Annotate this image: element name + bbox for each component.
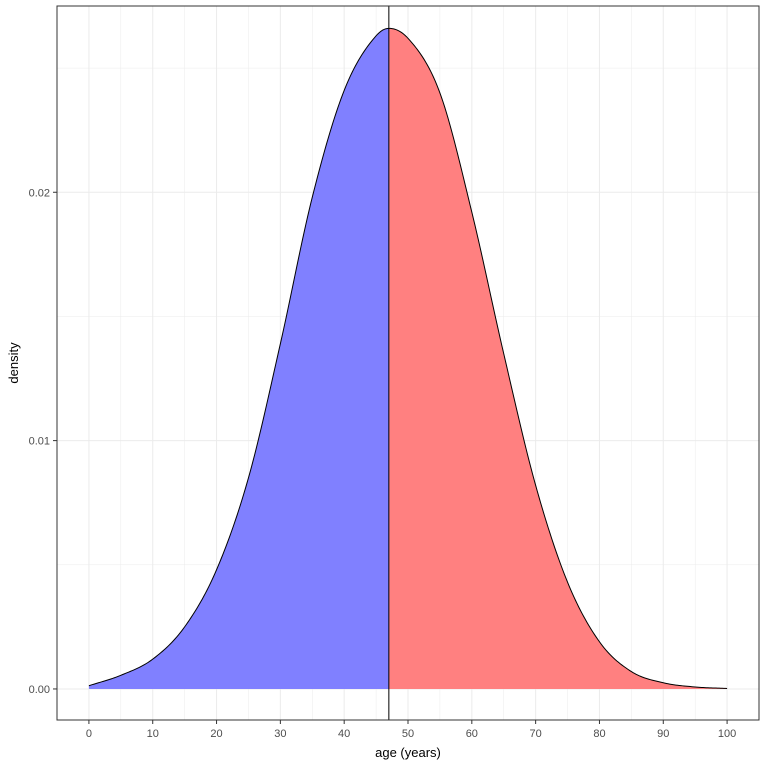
x-tick-label: 40 [338,728,350,740]
x-tick-label: 0 [86,728,92,740]
area-below-split [88,28,389,689]
density-curve [88,27,728,689]
density-areas [88,28,728,689]
y-tick-label: 0.01 [29,436,50,448]
y-axis-ticks: 0.00 0.01 0.02 [29,187,57,696]
x-tick-label: 90 [657,728,669,740]
x-tick-label: 10 [147,728,159,740]
x-tick-label: 30 [274,728,286,740]
y-axis-title: density [6,342,21,384]
x-tick-label: 80 [593,728,605,740]
x-tick-label: 60 [466,728,478,740]
x-tick-label: 50 [402,728,414,740]
density-outline [88,6,728,720]
x-tick-label: 70 [530,728,542,740]
y-tick-label: 0.02 [29,187,50,199]
x-tick-label: 20 [210,728,222,740]
x-tick-label: 100 [718,728,736,740]
y-tick-label: 0.00 [29,684,50,696]
area-above-split [388,28,728,689]
x-axis-title: age (years) [375,745,441,760]
x-axis-ticks: 0 10 20 30 40 50 60 70 80 90 100 [86,720,736,740]
